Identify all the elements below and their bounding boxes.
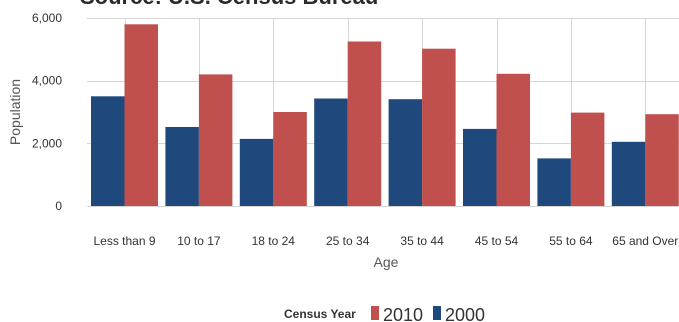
x-tick-labels: Less than 9 10 to 17 18 to 24 25 to 34 35 to… xyxy=(93,234,678,248)
x-tick-label: 35 to 44 xyxy=(400,234,444,248)
x-tick-label: 65 and Over xyxy=(612,234,678,248)
bar-2000-0[interactable] xyxy=(91,96,125,206)
legend-label-2000[interactable]: 2000 xyxy=(445,305,485,322)
bar-2010-3[interactable] xyxy=(347,41,382,207)
bar-2000-6[interactable] xyxy=(537,158,571,206)
y-axis-title: Population xyxy=(7,79,23,145)
bar-2000-1[interactable] xyxy=(165,127,199,206)
x-tick-label: Less than 9 xyxy=(93,234,155,248)
y-tick-label: 2,000 xyxy=(32,136,62,150)
legend-swatch-2000[interactable] xyxy=(433,306,441,320)
bar-2010-0[interactable] xyxy=(124,24,159,206)
bar-2010-2[interactable] xyxy=(273,112,307,206)
legend-swatch-2010[interactable] xyxy=(371,306,379,320)
bar-2010-6[interactable] xyxy=(570,112,605,206)
legend-label-2010[interactable]: 2010 xyxy=(383,305,423,322)
y-tick-label: 6,000 xyxy=(32,11,62,25)
bar-2010-1[interactable] xyxy=(198,74,233,207)
bar-2000-3[interactable] xyxy=(314,98,348,207)
y-tick-label: 4,000 xyxy=(32,74,62,88)
x-tick-label: 45 to 54 xyxy=(475,234,519,248)
x-tick-label: 18 to 24 xyxy=(252,234,296,248)
x-axis-title: Age xyxy=(374,254,399,270)
bar-2000-7[interactable] xyxy=(611,141,646,206)
x-tick-label: 25 to 34 xyxy=(326,234,370,248)
legend[interactable]: Census Year 2010 2000 xyxy=(284,305,485,322)
bar-2000-5[interactable] xyxy=(463,128,497,206)
bar-2000-4[interactable] xyxy=(388,99,423,206)
bars xyxy=(91,24,679,207)
legend-title: Census Year xyxy=(284,307,356,321)
x-tick-label: 55 to 64 xyxy=(549,234,593,248)
bar-2000-2[interactable] xyxy=(239,138,274,206)
bar-2010-4[interactable] xyxy=(422,48,456,207)
x-tick-label: 10 to 17 xyxy=(177,234,221,248)
bar-2010-7[interactable] xyxy=(645,114,679,206)
y-tick-label: 0 xyxy=(55,199,62,213)
y-tick-labels: 0 2,000 4,000 6,000 xyxy=(32,11,62,213)
chart-title: Source: U.S. Census Bureau xyxy=(80,0,378,9)
bar-2010-5[interactable] xyxy=(496,73,531,206)
